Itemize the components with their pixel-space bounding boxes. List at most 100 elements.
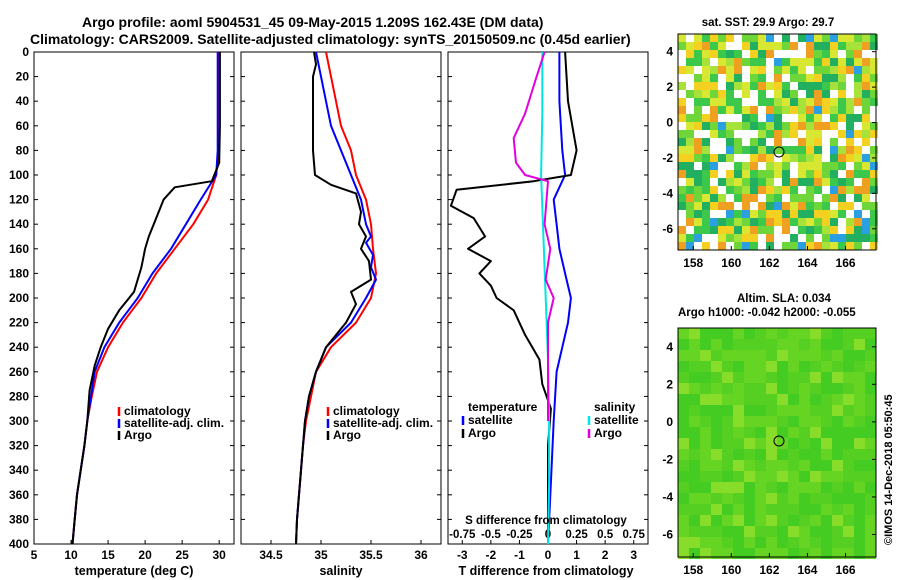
- series-argo: [295, 51, 372, 545]
- sst-map-pixel: [758, 82, 766, 90]
- sst-map-pixel: [686, 130, 694, 138]
- sla-map-pixel: [843, 350, 854, 361]
- sst-map-pixel: [710, 170, 718, 178]
- sst-map-pixel: [758, 114, 766, 122]
- sla-map-pixel: [766, 526, 777, 537]
- sla-map-pixel: [700, 328, 711, 339]
- sst-map-pixel: [782, 194, 790, 202]
- x-tick-label: -1: [514, 548, 525, 562]
- sla-map-pixel: [777, 449, 788, 460]
- sst-map-pixel: [814, 194, 822, 202]
- sst-map-pixel: [718, 114, 726, 122]
- map-lat-label: 2: [666, 80, 673, 94]
- sst-map-pixel: [734, 82, 742, 90]
- sst-map-pixel: [814, 210, 822, 218]
- map-lon-label: 160: [721, 563, 741, 577]
- sst-map-pixel: [862, 226, 870, 234]
- sst-map-pixel: [766, 106, 774, 114]
- sst-map-pixel: [678, 194, 686, 202]
- sst-map-pixel: [782, 146, 790, 154]
- sst-map-pixel: [758, 146, 766, 154]
- map-lon-label: 158: [683, 256, 703, 270]
- sla-map-pixel: [711, 449, 722, 460]
- sst-map-pixel: [702, 138, 710, 146]
- sst-map-pixel: [694, 106, 702, 114]
- sst-map-pixel: [678, 234, 686, 242]
- sla-map-pixel: [766, 548, 777, 559]
- sst-map-pixel: [830, 154, 838, 162]
- sst-map-pixel: [766, 114, 774, 122]
- sst-map-pixel: [726, 122, 734, 130]
- map-lon-label: 164: [797, 563, 817, 577]
- sla-map-pixel: [865, 361, 876, 372]
- sla-map-pixel: [755, 405, 766, 416]
- sst-map-pixel: [726, 178, 734, 186]
- sst-map-pixel: [862, 50, 870, 58]
- sst-map-pixel: [790, 42, 798, 50]
- sst-map-pixel: [678, 74, 686, 82]
- sla-map-pixel: [766, 504, 777, 515]
- sla-map-pixel: [733, 526, 744, 537]
- sla-map-pixel: [854, 449, 865, 460]
- sst-map-pixel: [710, 178, 718, 186]
- sst-map-pixel: [846, 90, 854, 98]
- sla-map-pixel: [766, 460, 777, 471]
- sst-map-pixel: [870, 210, 878, 218]
- sst-map-pixel: [790, 242, 798, 250]
- sst-map-pixel: [822, 122, 830, 130]
- depth-tick-label: 360: [9, 488, 29, 502]
- sla-map-pixel: [799, 537, 810, 548]
- difference-xlabel: T difference from climatology: [458, 564, 633, 578]
- sst-map-pixel: [790, 218, 798, 226]
- x-tick-label: 35: [314, 548, 328, 562]
- sla-map-pixel: [777, 427, 788, 438]
- sst-map-pixel: [798, 114, 806, 122]
- depth-tick-label: 380: [9, 512, 29, 526]
- sla-map-pixel: [733, 339, 744, 350]
- sst-map-pixel: [870, 202, 878, 210]
- sla-map-pixel: [689, 482, 700, 493]
- sla-map-pixel: [722, 537, 733, 548]
- sst-map-pixel: [870, 114, 878, 122]
- sla-map-pixel: [678, 372, 689, 383]
- sst-map-pixel: [718, 74, 726, 82]
- sla-map-pixel: [744, 449, 755, 460]
- sst-map-pixel: [798, 178, 806, 186]
- sst-map-pixel: [774, 202, 782, 210]
- sst-map-pixel: [758, 178, 766, 186]
- sst-map-pixel: [758, 50, 766, 58]
- sla-map-pixel: [678, 427, 689, 438]
- sst-map-pixel: [782, 98, 790, 106]
- sst-map-pixel: [854, 210, 862, 218]
- sst-map-pixel: [742, 170, 750, 178]
- sla-map-pixel: [821, 515, 832, 526]
- sla-map-pixel: [766, 383, 777, 394]
- sst-map-pixel: [702, 50, 710, 58]
- sst-map-pixel: [854, 162, 862, 170]
- sst-map-pixel: [814, 34, 822, 42]
- sla-map-pixel: [733, 471, 744, 482]
- sst-map-pixel: [678, 130, 686, 138]
- sla-map-pixel: [854, 526, 865, 537]
- sst-map-pixel: [750, 194, 758, 202]
- sla-map-pixel: [711, 548, 722, 559]
- sla-map-pixel: [821, 526, 832, 537]
- sst-map-pixel: [846, 98, 854, 106]
- sla-map-pixel: [722, 416, 733, 427]
- sla-map-pixel: [700, 350, 711, 361]
- map-lat-label: 0: [666, 116, 673, 130]
- sst-map-pixel: [774, 106, 782, 114]
- sst-map-pixel: [750, 242, 758, 250]
- sst-map-pixel: [846, 202, 854, 210]
- sla-map-pixel: [788, 416, 799, 427]
- sla-map-pixel: [821, 350, 832, 361]
- sst-map-pixel: [734, 202, 742, 210]
- sst-map-pixel: [838, 50, 846, 58]
- sst-map-pixel: [718, 50, 726, 58]
- sst-map-pixel: [806, 194, 814, 202]
- map-lat-label: -4: [662, 490, 673, 504]
- series-s-argo: [512, 51, 555, 421]
- sst-map-pixel: [862, 66, 870, 74]
- sst-map-pixel: [846, 50, 854, 58]
- sst-map-pixel: [870, 122, 878, 130]
